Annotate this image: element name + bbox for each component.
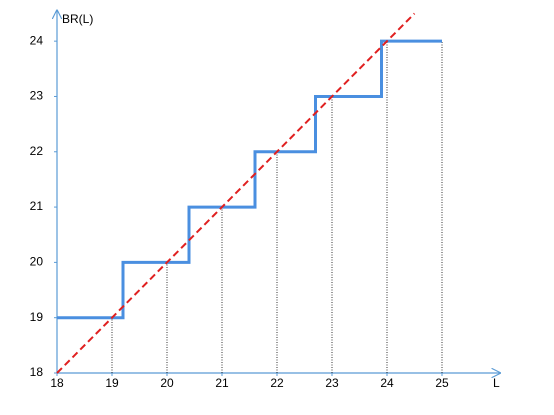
x-tick-label: 22 [270,376,284,390]
x-tick-label: 25 [435,376,449,390]
y-tick-label: 20 [30,255,44,269]
y-tick-label: 24 [30,33,44,47]
x-tick-label: 19 [105,376,119,390]
series-line [57,39,442,320]
y-tick-label: 23 [30,89,44,103]
x-tick-label: 20 [160,376,174,390]
series-line [56,12,416,374]
x-tick-label: 18 [50,376,64,390]
x-tick-label: 23 [325,376,339,390]
x-tick-label: 21 [215,376,229,390]
y-tick-label: 18 [30,365,44,379]
y-tick-label: 21 [30,199,44,213]
x-tick-label: 24 [380,376,394,390]
y-tick-label: 19 [30,310,44,324]
x-axis-label: L [493,376,500,390]
y-tick-label: 22 [30,144,44,158]
y-axis-label: BR(L) [62,12,93,26]
